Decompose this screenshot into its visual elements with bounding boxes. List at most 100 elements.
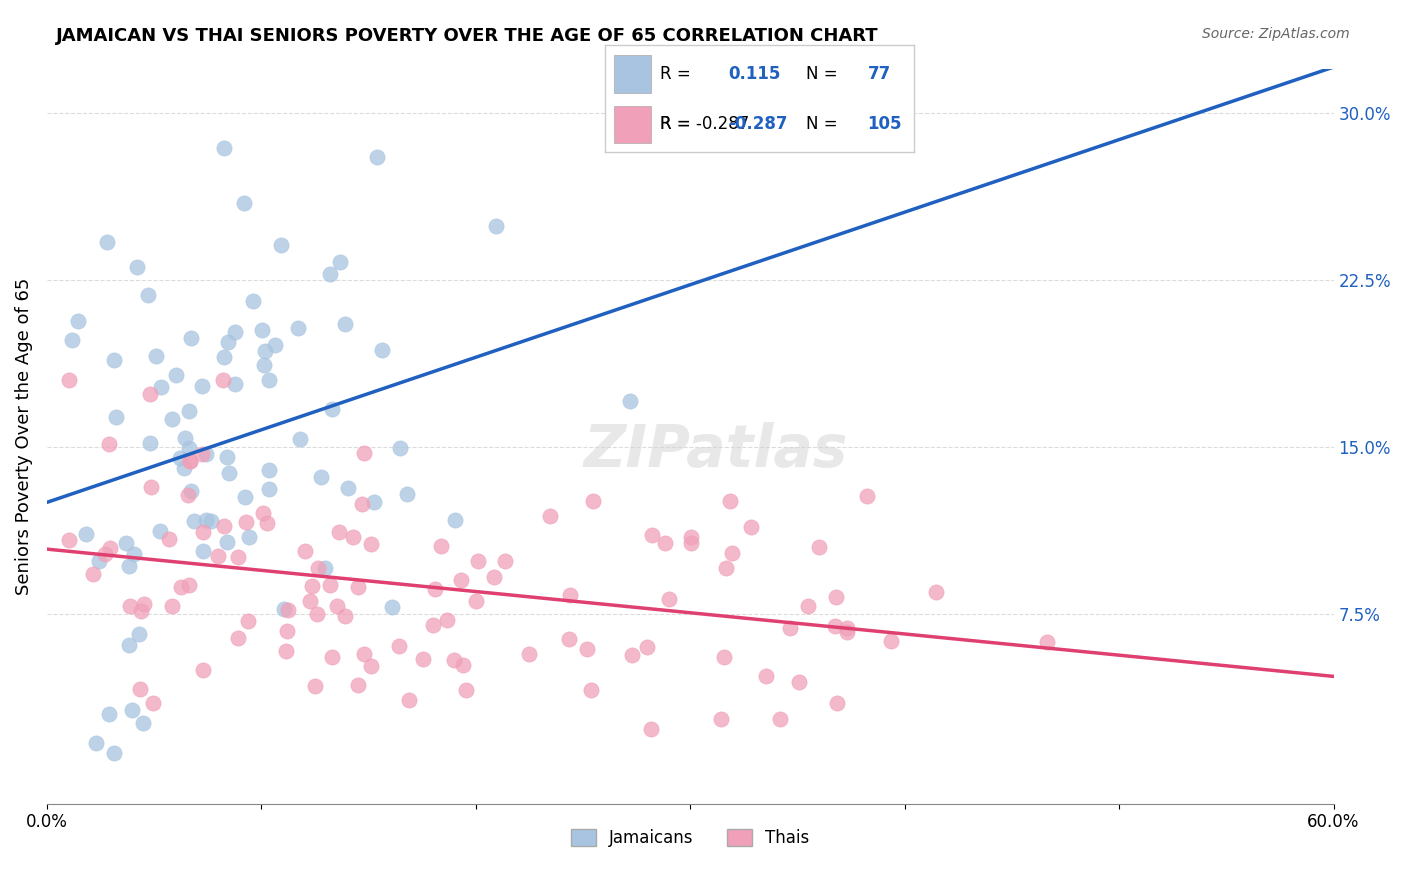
Point	[173, 461, 195, 475]
Point	[118, 639, 141, 653]
Point	[1036, 635, 1059, 649]
Point	[165, 368, 187, 383]
Point	[174, 431, 197, 445]
Point	[494, 554, 516, 568]
Point	[718, 494, 741, 508]
Legend: Jamaicans, Thais: Jamaicans, Thais	[564, 822, 817, 855]
Point	[485, 219, 508, 234]
Point	[177, 488, 200, 502]
Point	[132, 716, 155, 731]
Point	[835, 621, 858, 635]
Point	[620, 648, 643, 663]
Point	[179, 453, 201, 467]
Point	[134, 597, 156, 611]
Point	[353, 446, 375, 460]
Point	[335, 608, 357, 623]
Point	[290, 432, 312, 446]
Point	[301, 579, 323, 593]
Point	[138, 435, 160, 450]
Text: R =: R =	[661, 115, 690, 133]
Point	[319, 577, 342, 591]
Point	[96, 235, 118, 249]
Point	[443, 513, 465, 527]
Point	[422, 617, 444, 632]
Point	[242, 293, 264, 308]
Point	[200, 514, 222, 528]
Point	[346, 678, 368, 692]
Point	[98, 707, 121, 722]
Point	[465, 593, 488, 607]
Text: 0.115: 0.115	[728, 65, 780, 83]
Y-axis label: Seniors Poverty Over the Age of 65: Seniors Poverty Over the Age of 65	[15, 277, 32, 595]
Text: ZIPatlas: ZIPatlas	[583, 422, 848, 479]
Point	[114, 536, 136, 550]
Point	[129, 681, 152, 696]
Point	[190, 378, 212, 392]
Bar	[614, 105, 651, 143]
Point	[779, 621, 801, 635]
Point	[233, 491, 256, 505]
Point	[105, 410, 128, 425]
Point	[277, 602, 299, 616]
Point	[328, 524, 350, 539]
Point	[640, 722, 662, 736]
Point	[299, 594, 322, 608]
Point	[797, 599, 820, 613]
Point	[235, 515, 257, 529]
Point	[136, 288, 159, 302]
Point	[755, 669, 778, 683]
Point	[395, 487, 418, 501]
Point	[326, 599, 349, 613]
Point	[582, 494, 605, 508]
Point	[207, 549, 229, 563]
Point	[276, 644, 298, 658]
Point	[412, 652, 434, 666]
Point	[619, 393, 641, 408]
Point	[191, 544, 214, 558]
Point	[319, 267, 342, 281]
Point	[169, 451, 191, 466]
Text: 105: 105	[868, 115, 903, 133]
Point	[118, 559, 141, 574]
Point	[342, 530, 364, 544]
Point	[191, 447, 214, 461]
Point	[98, 436, 121, 450]
Point	[238, 530, 260, 544]
Point	[825, 590, 848, 604]
Text: R =: R =	[661, 65, 690, 83]
Point	[398, 693, 420, 707]
Point	[103, 746, 125, 760]
Point	[710, 712, 733, 726]
Text: N =: N =	[806, 115, 837, 133]
Point	[89, 554, 111, 568]
Point	[740, 520, 762, 534]
Point	[658, 591, 681, 606]
Point	[224, 325, 246, 339]
Point	[360, 537, 382, 551]
Point	[232, 195, 254, 210]
Bar	[614, 55, 651, 93]
Point	[103, 352, 125, 367]
Point	[212, 141, 235, 155]
Point	[381, 600, 404, 615]
Point	[350, 497, 373, 511]
Point	[250, 323, 273, 337]
Point	[825, 696, 848, 710]
Point	[450, 573, 472, 587]
Point	[66, 314, 89, 328]
Point	[451, 658, 474, 673]
Point	[218, 466, 240, 480]
Point	[226, 631, 249, 645]
Point	[252, 507, 274, 521]
Point	[270, 238, 292, 252]
Point	[82, 567, 104, 582]
Point	[139, 386, 162, 401]
Point	[321, 401, 343, 416]
Point	[681, 535, 703, 549]
Point	[129, 604, 152, 618]
Point	[540, 509, 562, 524]
Point	[259, 372, 281, 386]
Point	[807, 541, 830, 555]
Text: R = -0.287: R = -0.287	[661, 115, 749, 133]
Point	[636, 640, 658, 654]
